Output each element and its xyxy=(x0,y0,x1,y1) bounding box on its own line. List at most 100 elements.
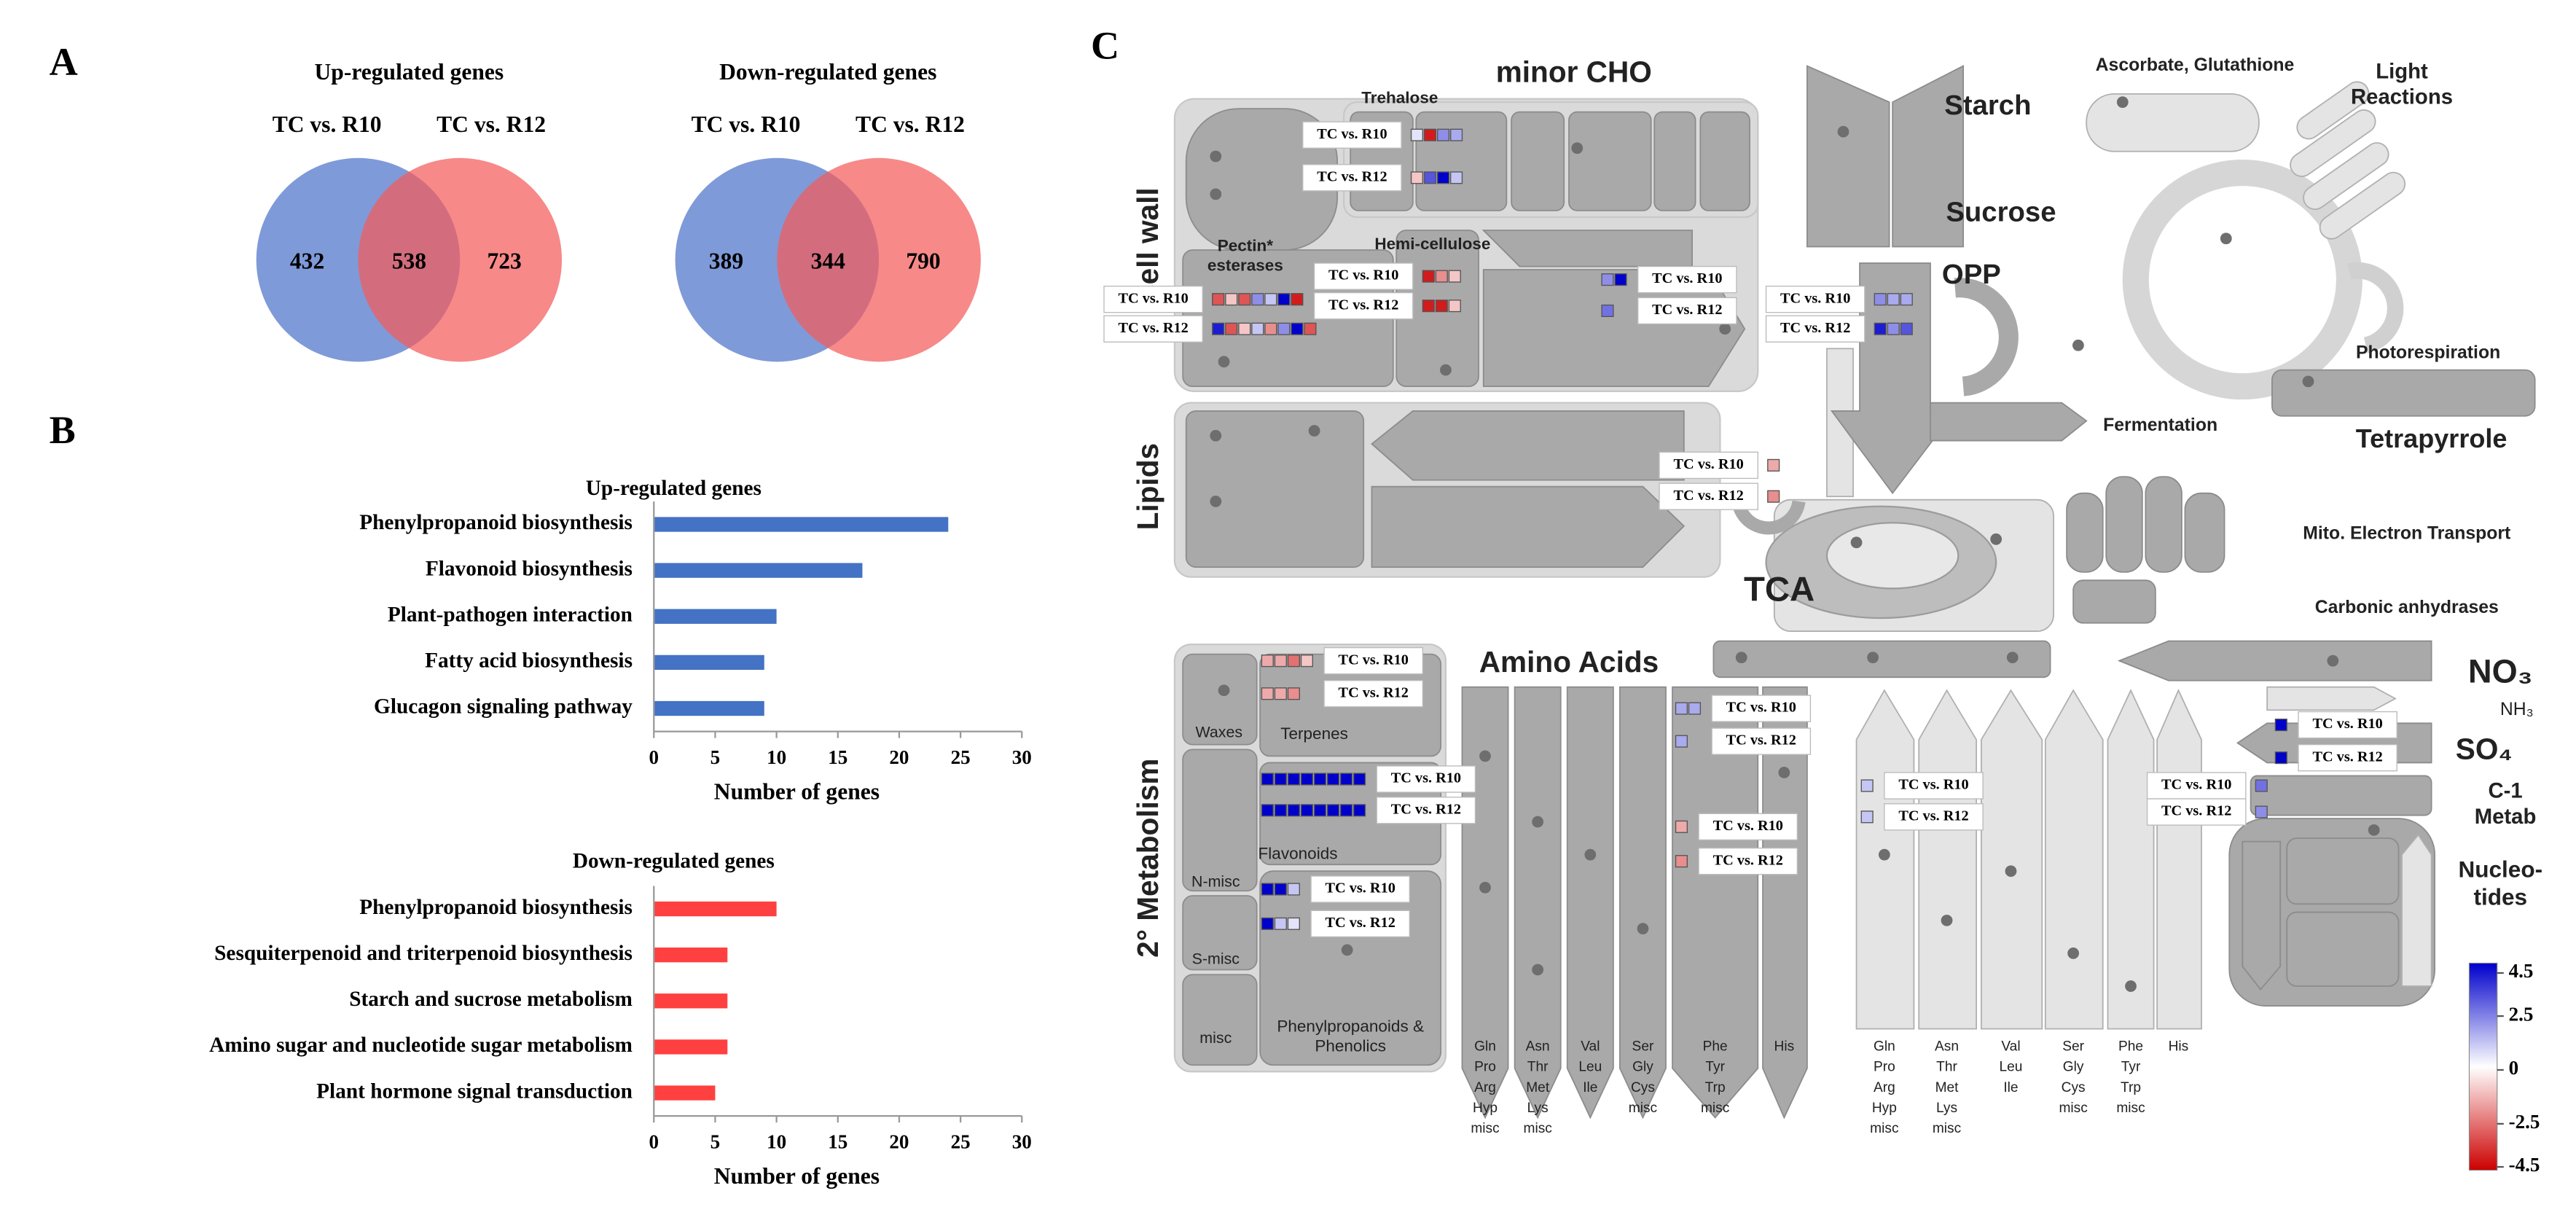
amino-acid-label: Cys xyxy=(1631,1080,1655,1095)
heatmap-cell xyxy=(1261,773,1274,786)
amino-column xyxy=(1980,689,2043,1030)
pathway-arrow xyxy=(2117,640,2432,681)
pathway-arrow xyxy=(2242,840,2282,990)
legend-label: TC vs. R10 xyxy=(692,112,801,137)
pathway-box xyxy=(1182,895,1258,971)
amino-acid-label: Tyr xyxy=(1705,1060,1725,1075)
pathway-label: 2° Metabolism xyxy=(1131,759,1164,958)
heatmap-cell xyxy=(1675,855,1688,868)
heatmap-cell xyxy=(1887,322,1900,335)
amino-acid-label: Cys xyxy=(2062,1080,2086,1095)
panel-label: A xyxy=(50,40,78,84)
row-label: TC vs. R12 xyxy=(1713,852,1783,868)
x-tick-label: 0 xyxy=(649,1131,659,1153)
heatmap-cell xyxy=(1264,322,1277,335)
pathway-label: NO₃ xyxy=(2468,653,2532,690)
amino-column xyxy=(2044,689,2104,1030)
colorbar-label: -4.5 xyxy=(2509,1154,2540,1176)
heatmap-cell xyxy=(1212,322,1225,335)
row-label: TC vs. R10 xyxy=(2312,716,2382,732)
row-label: TC vs. R10 xyxy=(1317,126,1387,142)
label-box xyxy=(1302,121,1402,149)
dot xyxy=(1218,684,1230,697)
x-tick-label: 25 xyxy=(951,746,971,768)
amino-acid-label: Phe xyxy=(2118,1039,2143,1054)
colorbar-label: -2.5 xyxy=(2509,1111,2540,1133)
amino-acid-label: Hyp xyxy=(1872,1101,1897,1116)
dots xyxy=(1210,96,2380,992)
label-box xyxy=(1765,315,1866,343)
heatmap-cell xyxy=(1261,917,1274,930)
label-box xyxy=(1884,803,1984,831)
pathway-label: Metab xyxy=(2475,805,2537,829)
dot xyxy=(1479,881,1491,894)
heatmap-cell xyxy=(1261,655,1274,668)
heatmap-cell xyxy=(1274,883,1287,896)
amino-acid-label: Gly xyxy=(2063,1060,2084,1075)
label-box xyxy=(1302,164,1402,192)
legend-label: TC vs. R12 xyxy=(436,112,546,137)
heatmap-cell xyxy=(1339,773,1353,786)
dot xyxy=(2005,865,2017,878)
dot xyxy=(2072,339,2084,351)
dot xyxy=(1210,188,1222,200)
dot xyxy=(1571,142,1583,155)
x-tick-label: 5 xyxy=(710,1131,721,1153)
pathway-box xyxy=(1653,111,1696,211)
venn-count: 344 xyxy=(811,248,846,273)
pathway-box xyxy=(2319,171,2406,240)
pathway-label: Tetrapyrrole xyxy=(2356,423,2508,453)
heatmap-cell xyxy=(1900,293,1913,306)
label-box xyxy=(1884,772,1984,800)
label-box xyxy=(1711,727,1812,755)
x-tick-label: 0 xyxy=(649,746,659,768)
pathway-box xyxy=(2250,775,2432,816)
heatmap-cell xyxy=(1339,804,1353,817)
pathway-label: Mito. Electron Transport xyxy=(2303,524,2510,544)
pathway-label: Flavonoids xyxy=(1258,845,1338,863)
pathway-box xyxy=(2290,109,2376,177)
pathway-arrow xyxy=(1371,410,1685,481)
legend-label: TC vs. R10 xyxy=(273,112,382,137)
pathway-label: Lipids xyxy=(1131,443,1164,530)
row-label: TC vs. R10 xyxy=(1328,267,1398,284)
pathway-label: Carbonic anhydrases xyxy=(2315,598,2499,617)
label-box xyxy=(1659,451,1758,480)
pathway-label: misc xyxy=(1199,1029,1232,1047)
row-label: TC vs. R10 xyxy=(1780,290,1850,306)
heatmap-cell xyxy=(1291,293,1304,306)
pathway-arrow xyxy=(1930,402,2088,442)
heatmap-cell xyxy=(1410,128,1424,141)
bar xyxy=(654,1085,716,1101)
y-tick-label: Phenylpropanoid biosynthesis xyxy=(359,896,633,919)
tca-cycle xyxy=(1825,522,1960,590)
heatmap-cell xyxy=(1212,293,1225,306)
label-box xyxy=(1323,680,1424,708)
pathway-label: Reactions xyxy=(2351,85,2453,109)
heatmap-cell xyxy=(1436,128,1450,141)
dot xyxy=(1210,496,1222,507)
x-tick-label: 30 xyxy=(1012,746,1032,768)
heatmap-cell xyxy=(1423,128,1437,141)
venn-count: 723 xyxy=(487,248,521,273)
row-label: TC vs. R10 xyxy=(1652,270,1722,286)
heatmap-cell xyxy=(1277,293,1291,306)
x-tick-label: 20 xyxy=(889,746,909,768)
heatmap-cell xyxy=(1422,300,1435,313)
amino-acid-label: Pro xyxy=(1474,1060,1496,1075)
colorbar-label: 4.5 xyxy=(2509,960,2534,982)
cycle xyxy=(2347,262,2404,353)
heatmap-cell xyxy=(1410,171,1424,184)
heatmap-cell xyxy=(1353,804,1366,817)
row-label: TC vs. R12 xyxy=(1118,320,1188,336)
label-box xyxy=(1698,847,1798,875)
pathway-box xyxy=(1712,640,2051,679)
amino-acid-label: Asn xyxy=(1526,1039,1550,1054)
amino-column xyxy=(2107,689,2155,1030)
heatmap-cell xyxy=(1313,773,1327,786)
heatmap-cell xyxy=(1274,917,1287,930)
label-box xyxy=(1637,297,1737,325)
bar xyxy=(654,1039,728,1055)
heatmap-cell xyxy=(1422,270,1435,283)
x-axis-label: Number of genes xyxy=(714,778,880,804)
